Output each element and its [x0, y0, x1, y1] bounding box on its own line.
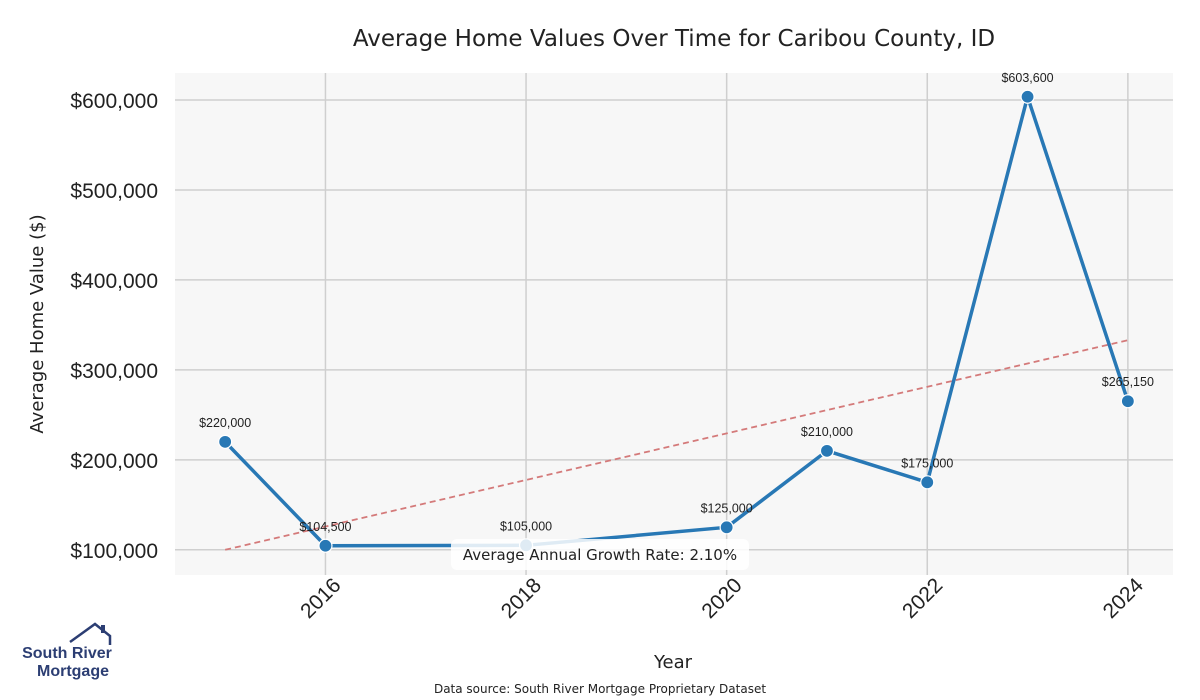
- logo-line1: South River: [22, 645, 112, 662]
- annotation-box: [451, 539, 749, 570]
- y-tick-label: $300,000: [70, 360, 158, 383]
- x-tick-label: 2018: [497, 574, 546, 623]
- trendline: [224, 339, 1129, 551]
- y-axis-label: Average Home Value ($): [27, 214, 48, 433]
- data-point: [719, 520, 734, 535]
- y-tick-label: $100,000: [70, 540, 158, 563]
- data-point: [1020, 89, 1035, 104]
- series-line: [223, 95, 1130, 548]
- x-axis-label: Year: [653, 652, 693, 673]
- data-label: $220,000: [199, 416, 251, 430]
- x-tick-label: 2020: [697, 574, 746, 623]
- data-label: $125,000: [701, 501, 753, 515]
- chimney-icon: [101, 625, 105, 633]
- source-note: Data source: South River Mortgage Propri…: [434, 682, 766, 696]
- data-point: [819, 443, 835, 458]
- chart-title: Average Home Values Over Time for Caribo…: [353, 26, 995, 52]
- plot-area: [175, 73, 1173, 575]
- x-axis-ticks: 2016 2018 2020 2022 2024: [296, 574, 1148, 624]
- growth-rate-annotation: Average Annual Growth Rate: 2.10%: [451, 539, 749, 570]
- data-label: $104,500: [299, 520, 351, 534]
- logo-line2: Mortgage: [37, 663, 109, 680]
- y-axis-ticks: $100,000 $200,000 $300,000 $400,000 $500,000…: [70, 90, 158, 563]
- logo: South River Mortgage: [22, 622, 112, 680]
- series-layer: [218, 89, 1135, 553]
- y-tick-label: $400,000: [70, 270, 158, 293]
- x-tick-label: 2022: [898, 574, 947, 623]
- data-label: $603,600: [1001, 71, 1053, 85]
- data-point: [218, 434, 233, 449]
- y-tick-label: $600,000: [70, 90, 158, 113]
- grid: [175, 73, 1173, 575]
- x-tick-label: 2016: [296, 574, 345, 623]
- data-point: [318, 538, 333, 553]
- y-tick-label: $200,000: [70, 450, 158, 473]
- data-point: [920, 475, 935, 490]
- annotation-text: Average Annual Growth Rate: 2.10%: [463, 546, 737, 564]
- x-tick-label: 2024: [1099, 574, 1149, 624]
- trendline-layer: [224, 339, 1129, 551]
- data-label: $175,000: [901, 456, 953, 470]
- y-tick-label: $500,000: [70, 180, 158, 203]
- data-label: $105,000: [500, 519, 552, 533]
- data-labels: $220,000 $104,500 $105,000 $125,000 $210,000…: [199, 71, 1154, 534]
- data-label: $210,000: [801, 425, 853, 439]
- data-label: $265,150: [1102, 375, 1154, 389]
- data-point: [1120, 394, 1135, 409]
